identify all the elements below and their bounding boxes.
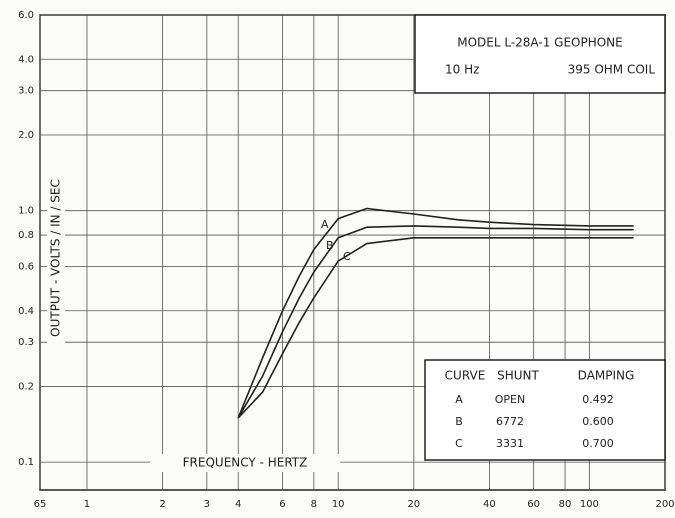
x-tick-label: 65 [34, 499, 47, 510]
legend-cell: 6772 [496, 415, 524, 428]
x-tick-label: 40 [483, 499, 496, 510]
curve [237, 237, 634, 419]
y-tick-label: 0.3 [18, 337, 34, 348]
y-axis-label: OUTPUT - VOLTS / IN / SEC [49, 179, 63, 337]
curve [237, 207, 634, 419]
legend-cell: B [455, 415, 463, 428]
legend-cell: C [455, 437, 463, 450]
curve [237, 225, 634, 419]
x-label-bg [150, 454, 340, 472]
y-tick-label: 4.0 [18, 54, 34, 65]
x-tick-label: 100 [580, 499, 599, 510]
legend-cell: OPEN [495, 393, 525, 406]
info-line: MODEL L-28A-1 GEOPHONE [457, 36, 623, 50]
legend-frame [424, 359, 666, 461]
x-tick-label: 200 [655, 499, 674, 510]
y-tick-label: 0.1 [18, 457, 34, 468]
x-tick-label: 8 [311, 499, 317, 510]
info-line: 10 Hz [445, 63, 479, 77]
info-line: 395 OHM COIL [568, 63, 656, 77]
y-tick-label: 1.0 [18, 206, 34, 217]
legend-cell: 0.492 [582, 393, 614, 406]
x-tick-label: 6 [279, 499, 285, 510]
x-tick-label: 4 [235, 499, 241, 510]
legend-header: CURVE [445, 369, 486, 383]
x-tick-label: 2 [159, 499, 165, 510]
x-tick-label: 80 [559, 499, 572, 510]
y-tick-label: 6.0 [18, 10, 34, 21]
y-tick-label: 0.4 [18, 306, 34, 317]
curve-label: C [343, 250, 351, 263]
x-tick-label: 10 [332, 499, 345, 510]
y-tick-label: 3.0 [18, 86, 34, 97]
x-axis-label: FREQUENCY - HERTZ [183, 456, 308, 470]
legend-table: CURVE SHUNT DAMPING A OPEN 0.492 B 6772 0.600 C 33… [424, 359, 666, 461]
legend-header: DAMPING [578, 369, 635, 383]
x-tick-label: 1 [84, 499, 90, 510]
y-tick-label: 0.2 [18, 381, 34, 392]
curve-label: B [326, 239, 334, 252]
legend-header: SHUNT [497, 369, 539, 383]
y-tick-label: 2.0 [18, 130, 34, 141]
legend-cell: 0.600 [582, 415, 614, 428]
x-tick-label: 20 [407, 499, 420, 510]
curve-label: A [321, 218, 329, 231]
legend-cell: A [455, 393, 463, 406]
y-tick-label: 0.8 [18, 230, 34, 241]
y-tick-label: 0.6 [18, 261, 34, 272]
y-label-bg [47, 155, 65, 360]
x-tick-label: 60 [527, 499, 540, 510]
x-tick-label: 3 [204, 499, 210, 510]
info-box [414, 14, 666, 94]
legend-cell: 0.700 [582, 437, 614, 450]
legend-cell: 3331 [496, 437, 524, 450]
